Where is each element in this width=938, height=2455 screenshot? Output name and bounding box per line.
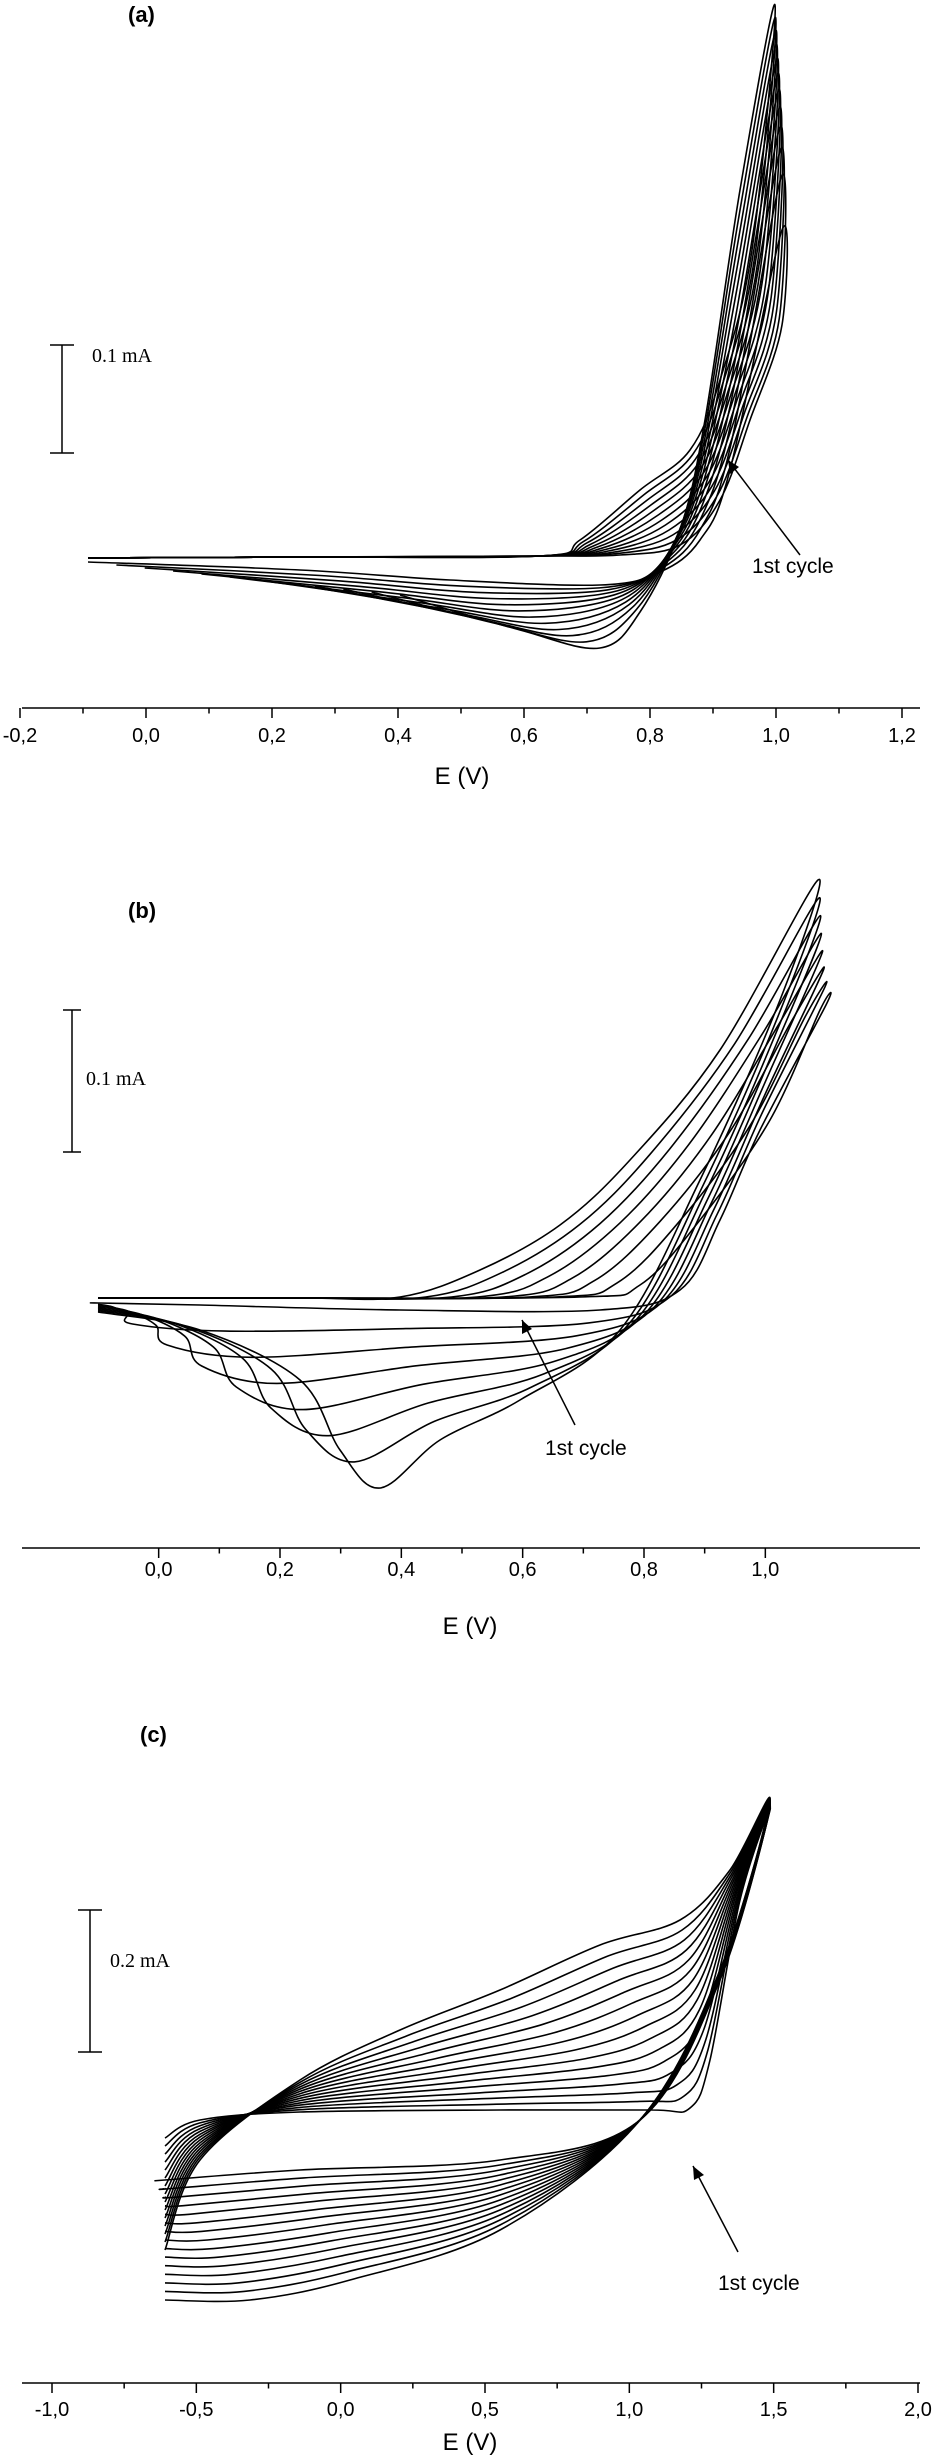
panel-c-cycle-curve <box>164 1797 771 2294</box>
panel-c: (c) 0.2 mA 1st cycle -1,0 -0,5 0,0 0,5 1,0 1,… <box>22 1722 932 2455</box>
panel-a-cycle-curve <box>87 106 783 606</box>
panel-c-x-axis: -1,0 -0,5 0,0 0,5 1,0 1,5 2,0 <box>22 2382 932 2421</box>
panel-a-cycle-curve <box>87 72 781 618</box>
x-tick-label: 0,0 <box>327 2399 355 2421</box>
panel-a-label: (a) <box>128 2 155 27</box>
panel-a-cycle-curve <box>87 146 786 595</box>
panel-c-label: (c) <box>140 1722 167 1747</box>
panel-c-cycle-curve <box>162 1805 772 2199</box>
panel-a-annotation-arrow <box>727 459 801 556</box>
x-tick-label: 1,0 <box>762 725 790 747</box>
panel-c-cycle-curve <box>164 1801 771 2251</box>
panel-a-scale-label: 0.1 mA <box>92 345 153 367</box>
x-tick-label: 0,6 <box>509 1559 537 1581</box>
x-tick-label: -1,0 <box>35 2399 69 2421</box>
panel-c-cycle-curve <box>164 1796 771 2303</box>
panel-b: (b) 0.1 mA 1st cycle 0,0 0,2 0,4 0,6 0,8 1,0 … <box>22 878 920 1640</box>
panel-c-annotation: 1st cycle <box>718 2272 800 2295</box>
panel-a-annotation: 1st cycle <box>752 555 834 578</box>
panel-c-curves <box>154 1796 772 2303</box>
panel-a-curves <box>87 3 789 650</box>
panel-c-scale-label: 0.2 mA <box>110 1950 171 1972</box>
panel-b-annotation: 1st cycle <box>545 1437 627 1460</box>
x-tick-label: 0,0 <box>132 725 160 747</box>
x-tick-label: 1,0 <box>615 2399 643 2421</box>
panel-b-annotation-arrow <box>521 1319 576 1426</box>
panel-a-cycle-curve <box>87 57 780 625</box>
panel-b-cycle-curve <box>97 914 822 1437</box>
panel-c-cycle-curve <box>164 1805 771 2208</box>
panel-c-cycle-curve <box>158 1806 772 2191</box>
x-tick-label: 1,0 <box>751 1559 779 1581</box>
x-tick-label: 0,5 <box>471 2399 499 2421</box>
panel-b-cycle-curve <box>97 932 823 1411</box>
panel-a-cycle-curve <box>87 3 776 650</box>
x-tick-label: 0,8 <box>636 725 664 747</box>
x-tick-label: 1,5 <box>760 2399 788 2421</box>
panel-b-cycle-curve <box>89 991 832 1313</box>
x-tick-label: -0,5 <box>179 2399 213 2421</box>
x-tick-label: 0,4 <box>384 725 412 747</box>
x-tick-label: 2,0 <box>904 2399 932 2421</box>
panel-b-cycle-curve <box>97 897 821 1463</box>
panel-c-annotation-arrow <box>692 2165 739 2253</box>
panel-b-cycle-curve <box>97 980 828 1333</box>
panel-c-cycle-curve <box>164 1804 771 2217</box>
x-tick-label: 0,2 <box>266 1559 294 1581</box>
panel-a-x-axis: -0,2 0,0 0,2 0,4 0,6 0,8 1,0 1,2 <box>3 707 920 747</box>
panel-b-x-axis: 0,0 0,2 0,4 0,6 0,8 1,0 <box>22 1547 920 1581</box>
panel-b-curves <box>89 878 832 1489</box>
panel-a-xlabel: E (V) <box>435 763 490 790</box>
x-tick-label: 1,2 <box>888 725 916 747</box>
panel-b-label: (b) <box>128 898 156 923</box>
panel-b-xlabel: E (V) <box>443 1613 498 1640</box>
panel-c-xlabel: E (V) <box>443 2429 498 2455</box>
panel-b-cycle-curve <box>97 878 821 1489</box>
panel-a-cycle-curve <box>87 225 789 587</box>
panel-a: (a) 0.1 mA 1st cycle -0,2 0,0 0,2 0,4 0,6 0,8… <box>3 2 920 790</box>
panel-c-cycle-curve <box>164 1802 771 2234</box>
x-tick-label: 0,4 <box>387 1559 415 1581</box>
panel-a-cycle-curve <box>87 125 784 600</box>
panel-b-cycle-curve <box>97 966 826 1359</box>
x-tick-label: 0,8 <box>630 1559 658 1581</box>
panel-c-cycle-curve <box>164 1798 771 2286</box>
panel-b-scale-label: 0.1 mA <box>86 1068 147 1090</box>
panel-b-cycle-curve <box>97 949 824 1385</box>
x-tick-label: 0,0 <box>145 1559 173 1581</box>
x-tick-label: 0,6 <box>510 725 538 747</box>
x-tick-label: -0,2 <box>3 725 37 747</box>
x-tick-label: 0,2 <box>258 725 286 747</box>
